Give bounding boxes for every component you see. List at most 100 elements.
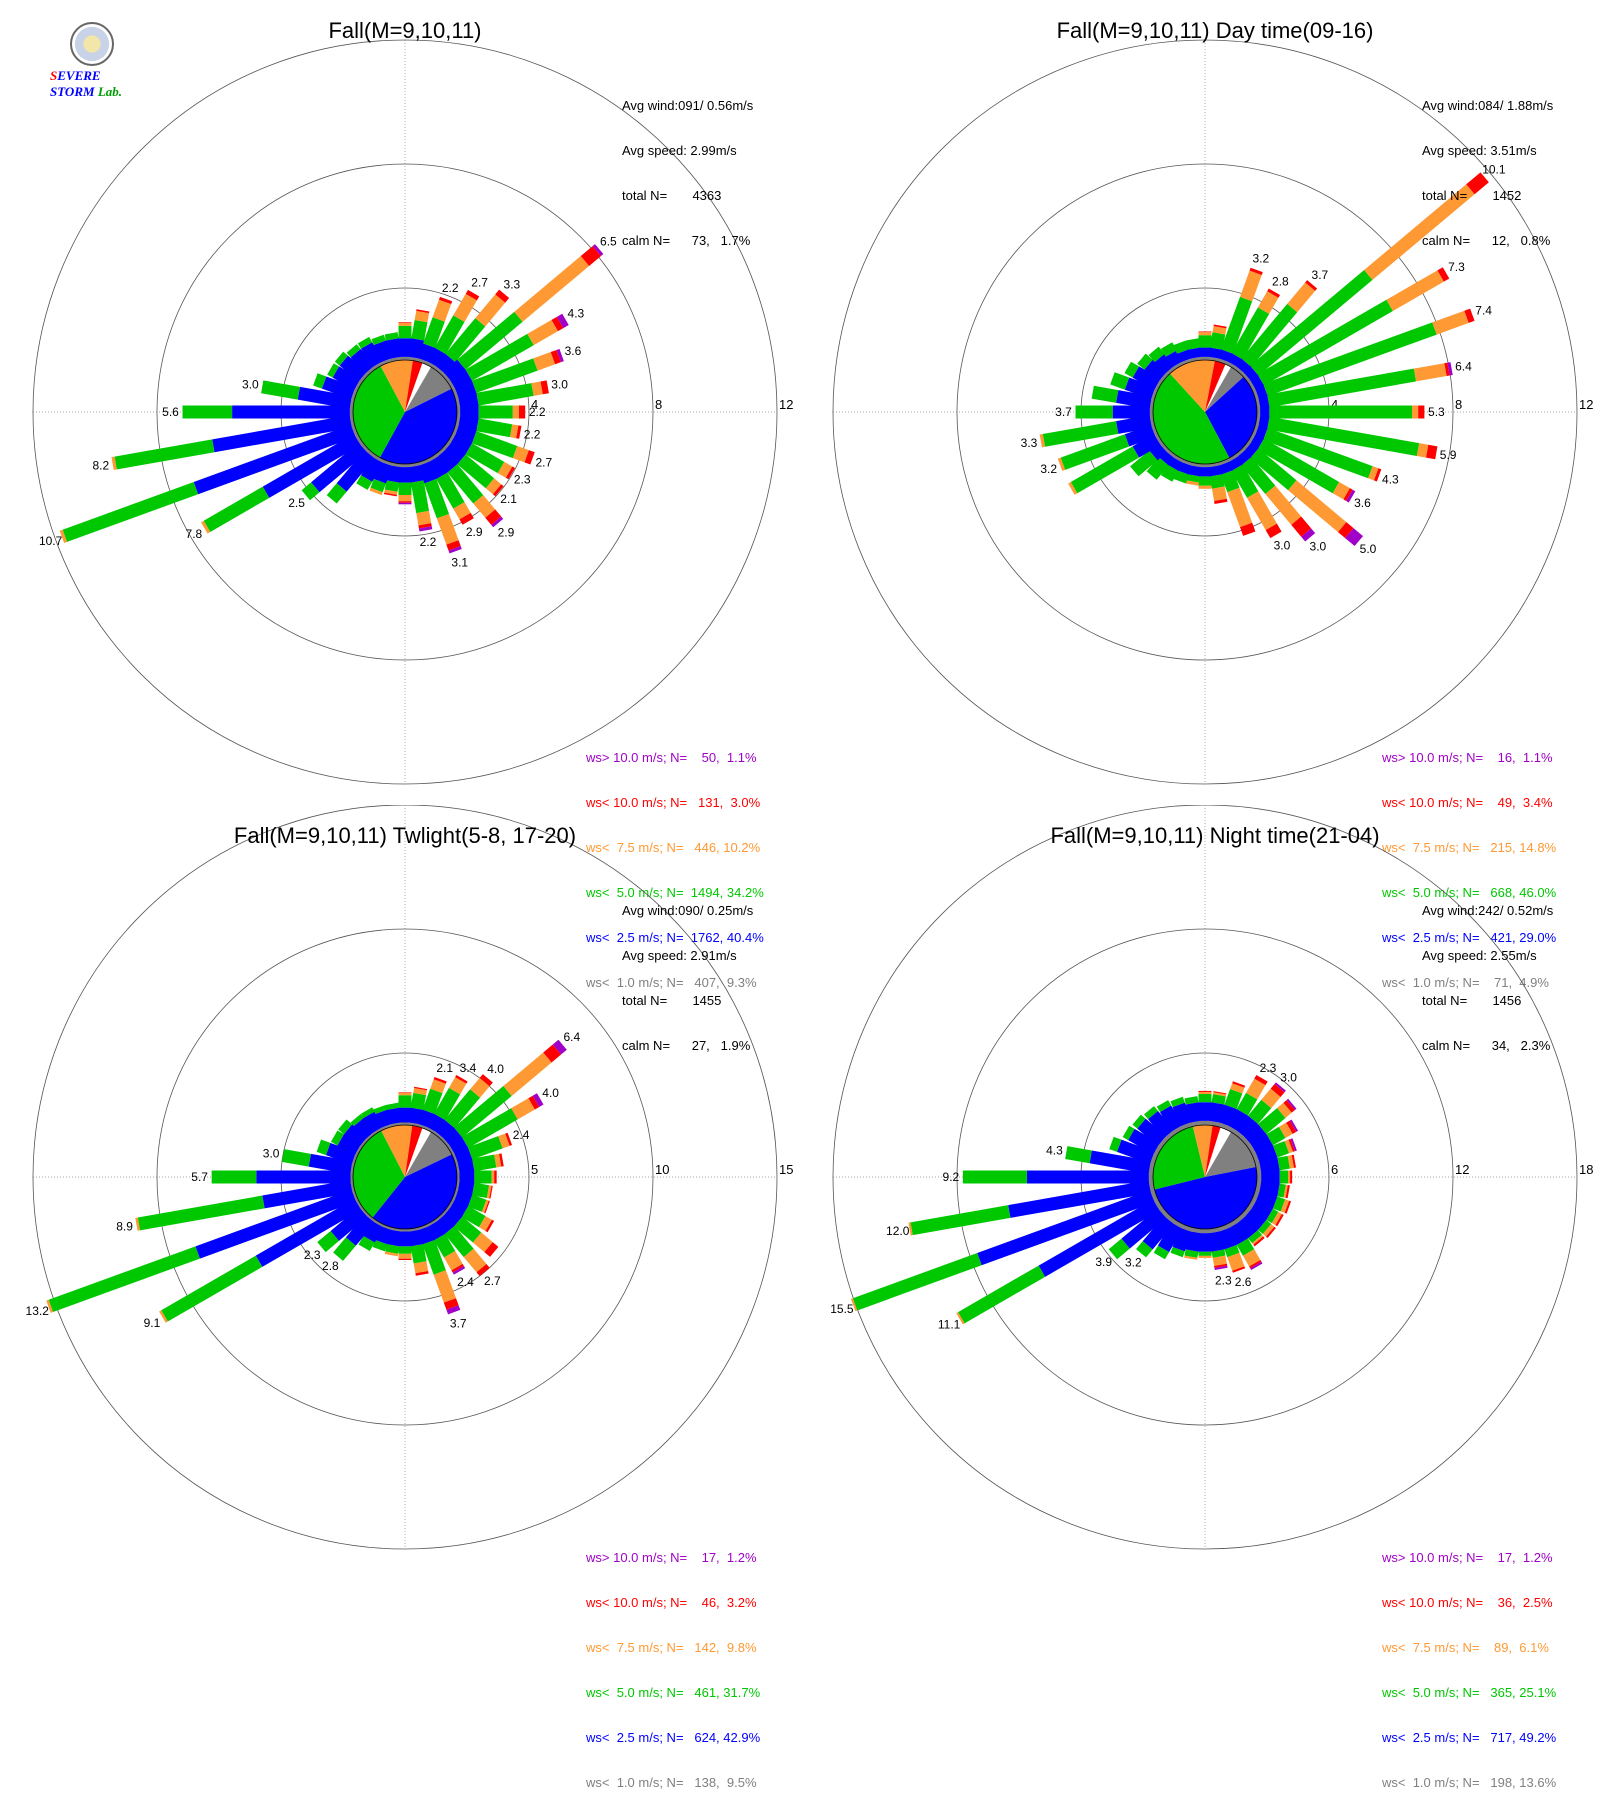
logo-text: SEVERE STORM Lab. (50, 68, 140, 100)
calm-n: calm N= 12, 0.8% (1422, 233, 1553, 248)
calm-n: calm N= 27, 1.9% (622, 1038, 753, 1053)
avg-speed: Avg speed: 2.99m/s (622, 143, 753, 158)
stats-box: Avg wind:084/ 1.88m/s Avg speed: 3.51m/s… (1422, 68, 1553, 278)
lab-logo: SEVERE STORM Lab. (50, 22, 140, 92)
ring-label: 12 (1579, 397, 1593, 412)
bar-total-label: 3.7 (1312, 268, 1329, 282)
bar-total-label: 5.6 (162, 405, 179, 419)
avg-speed: Avg speed: 2.55m/s (1422, 948, 1553, 963)
bar-segment (1199, 1091, 1212, 1092)
bar-segment (399, 503, 412, 505)
bar-total-label: 3.0 (263, 1146, 280, 1160)
bar-segment (963, 1171, 1027, 1184)
bar-total-label: 2.4 (457, 1275, 474, 1289)
bar-total-label: 2.1 (436, 1061, 453, 1075)
bar-segment (261, 380, 300, 399)
panel-title: Fall(M=9,10,11) Night time(21-04) (810, 823, 1620, 849)
bar-segment (399, 1093, 412, 1095)
bar-total-label: 3.1 (451, 555, 468, 569)
bar-total-label: 5.3 (1428, 405, 1445, 419)
bar-total-label: 3.0 (1280, 1070, 1297, 1084)
bar-segment (1212, 487, 1227, 501)
stats-box: Avg wind:242/ 0.52m/s Avg speed: 2.55m/s… (1422, 873, 1553, 1083)
total-n: total N= 1455 (622, 993, 753, 1008)
bar-segment (1412, 406, 1418, 419)
bar-total-label: 2.5 (288, 496, 305, 510)
ring-label: 15 (779, 1162, 793, 1177)
bar-total-label: 11.1 (938, 1318, 961, 1332)
legend-item: ws< 2.5 m/s; N= 717, 49.2% (1382, 1730, 1556, 1745)
calm-n: calm N= 34, 2.3% (1422, 1038, 1553, 1053)
bar-total-label: 2.7 (535, 456, 552, 470)
bar-segment (437, 514, 459, 545)
bar-segment (399, 322, 412, 323)
bar-total-label: 3.7 (450, 1316, 467, 1330)
bar-total-label: 4.3 (1382, 472, 1399, 486)
bar-total-label: 4.3 (568, 306, 585, 320)
bar-segment (399, 1254, 412, 1259)
bar-segment (399, 326, 412, 338)
bar-total-label: 2.2 (442, 281, 459, 295)
ring-label: 12 (779, 397, 793, 412)
bar-segment (513, 406, 519, 419)
bar-segment (1199, 332, 1212, 335)
legend-item: ws> 10.0 m/s; N= 50, 1.1% (586, 750, 764, 765)
bar-total-label: 15.5 (830, 1302, 854, 1316)
bar-segment (115, 439, 215, 469)
bar-total-label: 8.2 (92, 459, 109, 473)
bar-total-label: 3.0 (242, 378, 259, 392)
bar-segment (1199, 1252, 1212, 1256)
bar-total-label: 2.7 (484, 1274, 501, 1288)
bar-total-label: 3.3 (504, 278, 521, 292)
bar-total-label: 2.7 (471, 276, 488, 290)
bar-segment (1288, 1171, 1290, 1184)
bar-segment (232, 406, 350, 419)
ring-label: 5 (531, 1162, 538, 1177)
bar-segment (1199, 1256, 1212, 1258)
bar-total-label: 3.7 (1055, 405, 1072, 419)
direction-bar (183, 406, 354, 419)
bar-total-label: 2.1 (500, 492, 517, 506)
bar-segment (519, 406, 525, 419)
stats-box: Avg wind:091/ 0.56m/s Avg speed: 2.99m/s… (622, 68, 753, 278)
bar-segment (399, 483, 412, 495)
bar-segment (492, 1171, 494, 1184)
bar-total-label: 2.4 (513, 1128, 530, 1142)
bar-segment (183, 406, 233, 419)
legend: ws> 10.0 m/s; N= 17, 1.2% ws< 10.0 m/s; … (1382, 1520, 1556, 1820)
panel-title: Fall(M=9,10,11) Twlight(5-8, 17-20) (0, 823, 810, 849)
bar-total-label: 2.9 (498, 525, 515, 539)
bar-total-label: 2.3 (1215, 1274, 1232, 1288)
legend: ws> 10.0 m/s; N= 17, 1.2% ws< 10.0 m/s; … (586, 1520, 760, 1820)
bar-segment (416, 511, 431, 525)
bar-total-label: 2.2 (529, 405, 546, 419)
direction-bar (212, 1171, 353, 1184)
bar-segment (494, 1171, 496, 1184)
seal-icon (70, 22, 114, 66)
bar-segment (387, 1108, 402, 1125)
ring-label: 8 (655, 397, 662, 412)
bar-total-label: 2.6 (1235, 1275, 1252, 1289)
bar-segment (474, 1171, 491, 1184)
bar-total-label: 5.0 (1360, 542, 1377, 556)
bar-segment (1432, 311, 1468, 335)
total-n: total N= 1456 (1422, 993, 1553, 1008)
bar-total-label: 3.0 (551, 378, 568, 392)
avg-speed: Avg speed: 3.51m/s (1422, 143, 1553, 158)
legend-item: ws< 10.0 m/s; N= 36, 2.5% (1382, 1595, 1556, 1610)
bar-total-label: 9.2 (943, 1170, 960, 1184)
bar-total-label: 2.3 (1260, 1061, 1277, 1075)
bar-total-label: 5.9 (1440, 448, 1457, 462)
bar-total-label: 2.3 (304, 1248, 321, 1262)
avg-wind: Avg wind:091/ 0.56m/s (622, 98, 753, 113)
legend-item: ws> 10.0 m/s; N= 17, 1.2% (586, 1550, 760, 1565)
legend-item: ws< 5.0 m/s; N= 365, 25.1% (1382, 1685, 1556, 1700)
bar-segment (1199, 335, 1212, 347)
bar-total-label: 9.1 (144, 1316, 161, 1330)
direction-bar (963, 1171, 1153, 1184)
bar-segment (399, 495, 412, 501)
bar-segment (1199, 1092, 1212, 1094)
total-n: total N= 1452 (1422, 188, 1553, 203)
